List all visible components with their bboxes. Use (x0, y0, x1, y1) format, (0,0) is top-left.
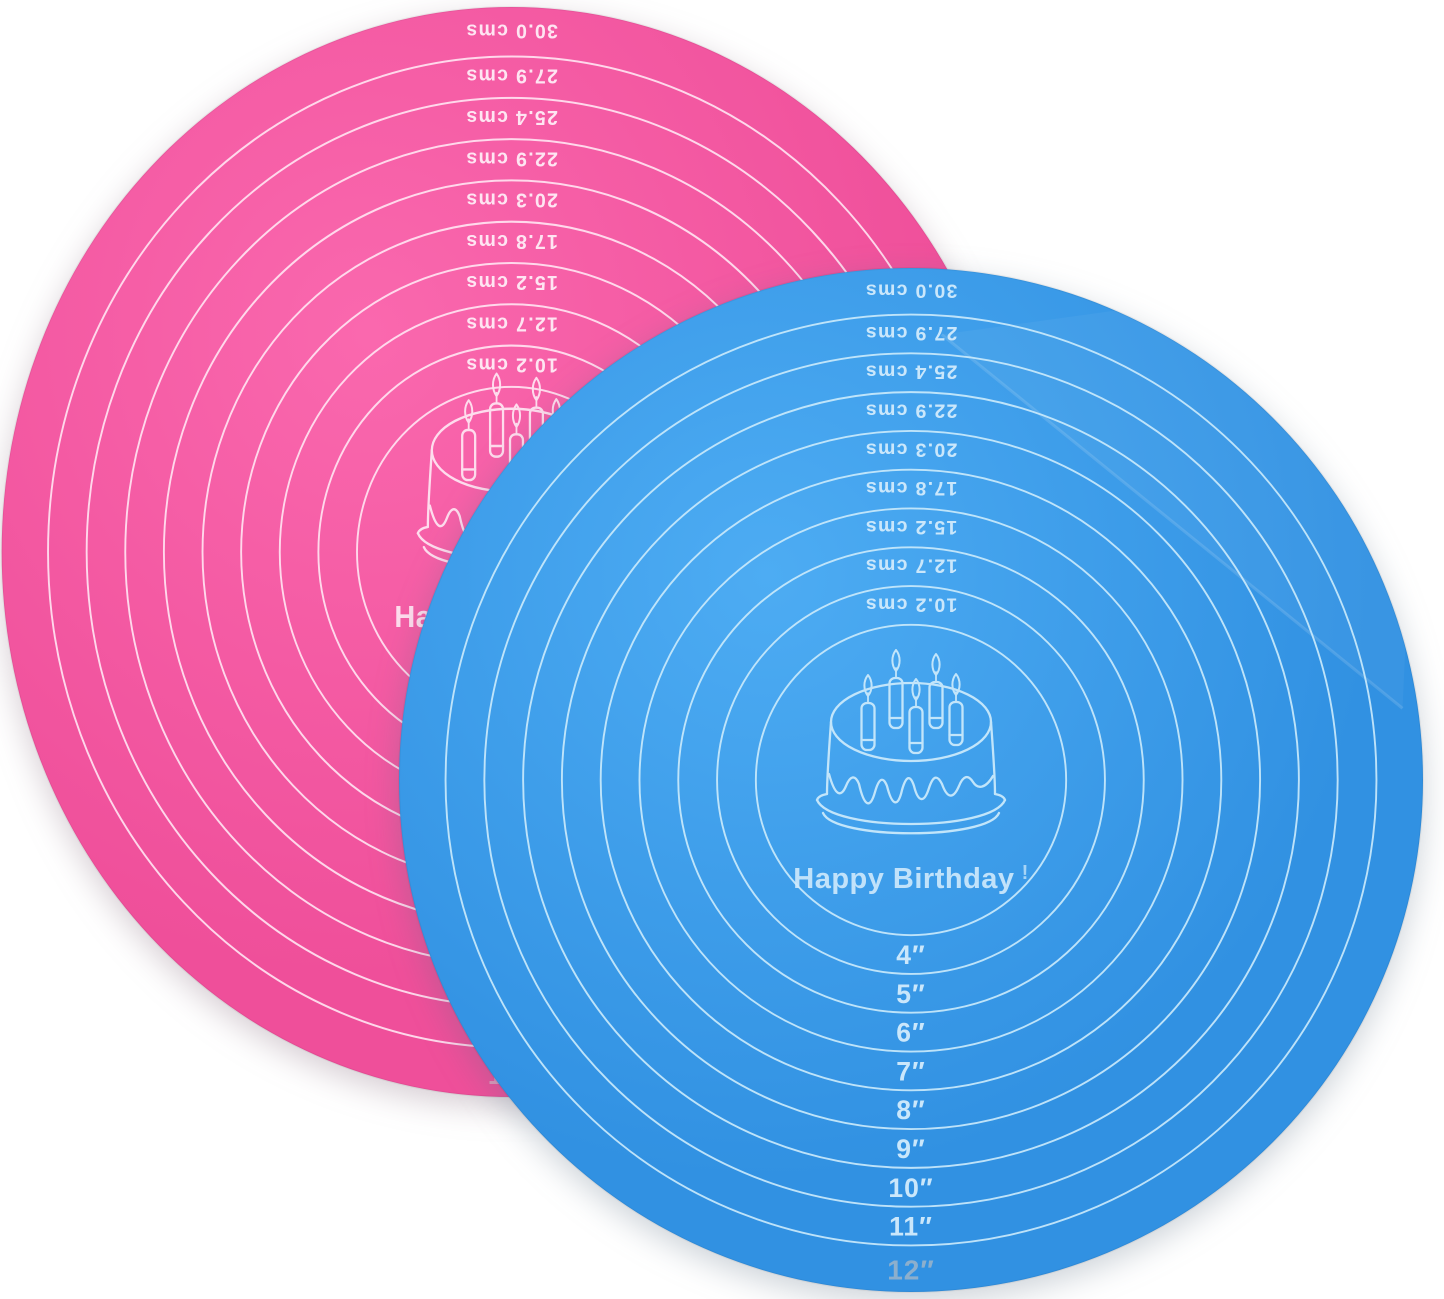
candle-5-icon (948, 673, 964, 747)
ring-12in-circle (444, 313, 1378, 1247)
ring-11in-circle (483, 352, 1339, 1208)
ring-9in-inch-label: 9″ (896, 1134, 925, 1164)
candle-2-icon (488, 372, 505, 458)
ring-6in-cm-label: 15.2 cms (865, 516, 958, 538)
candle-flame (863, 674, 873, 697)
candle-1-icon (461, 399, 477, 482)
ring-10in-circle (522, 391, 1300, 1169)
cake-icing-drip (827, 772, 995, 805)
ring-6in-circle (677, 546, 1145, 1014)
ring-11in-cm-label: 27.9 cms (465, 65, 558, 88)
cake-base-upper (815, 798, 1007, 826)
ring-9in-cm-label: 22.9 cms (865, 400, 958, 422)
cake-side-left (426, 449, 433, 529)
birthday-cake-icon: Happy Birthday! (793, 649, 1029, 895)
ring-5in-cm-label: 12.7 cms (465, 312, 558, 335)
cake-side-right (989, 720, 997, 796)
ring-5in-cm-label: 12.7 cms (865, 555, 958, 577)
blue-mat: 10.2 cms 4″ 12.7 cms 5″ 15.2 cms 6″ 17.8 cms 7″… (398, 267, 1424, 1293)
candle-2-icon (888, 649, 904, 730)
ring-11in-inch-label: 11″ (889, 1212, 933, 1242)
ring-4in-cm-label: 10.2 cms (465, 354, 558, 377)
candle-flame (911, 678, 921, 701)
candle-flame (531, 376, 541, 402)
ring-9in-cm-label: 22.9 cms (465, 147, 558, 170)
ring-9in-circle (560, 429, 1262, 1131)
candle-flame (951, 673, 961, 696)
cake-side-left (825, 720, 833, 796)
ring-12in-inch-label: 12″ (887, 1255, 935, 1286)
ring-6in-inch-label: 6″ (896, 1018, 925, 1048)
ring-8in-circle (599, 468, 1223, 1092)
ring-8in-inch-label: 8″ (896, 1095, 925, 1125)
ring-7in-inch-label: 7″ (896, 1056, 925, 1086)
ring-7in-cm-label: 17.8 cms (865, 477, 958, 499)
candle-1-icon (860, 674, 876, 752)
ring-7in-circle (638, 507, 1184, 1053)
ring-8in-cm-label: 20.3 cms (865, 438, 958, 460)
candle-flame (511, 403, 522, 428)
ring-12in-cm-label: 30.0 cms (865, 279, 958, 301)
cake-base-lower (821, 811, 1001, 835)
ring-8in-cm-label: 20.3 cms (465, 188, 558, 211)
happy-birthday-text: Happy Birthday! (793, 862, 1029, 895)
candle-flame (464, 399, 474, 424)
candle-3-icon (908, 678, 924, 755)
candle-flame (891, 649, 901, 672)
ring-11in-cm-label: 27.9 cms (865, 322, 958, 344)
ring-4in-cm-label: 10.2 cms (865, 593, 958, 615)
ring-6in-cm-label: 15.2 cms (465, 271, 558, 294)
ring-7in-cm-label: 17.8 cms (465, 230, 558, 253)
ring-10in-inch-label: 10″ (888, 1173, 933, 1203)
crease-line (940, 333, 1404, 710)
candle-flame (491, 372, 502, 398)
ring-4in-circle (754, 623, 1068, 937)
ring-5in-circle (716, 585, 1106, 975)
ring-5in-inch-label: 5″ (896, 979, 925, 1009)
candle-4-icon (928, 653, 944, 730)
ring-4in-inch-label: 4″ (896, 940, 925, 970)
ring-10in-cm-label: 25.4 cms (465, 106, 558, 129)
ring-12in-cm-label: 30.0 cms (465, 19, 558, 42)
candle-flame (931, 653, 941, 676)
ring-10in-cm-label: 25.4 cms (865, 361, 958, 383)
